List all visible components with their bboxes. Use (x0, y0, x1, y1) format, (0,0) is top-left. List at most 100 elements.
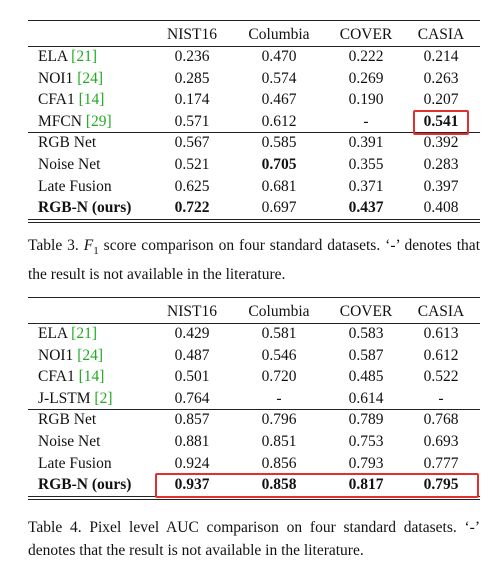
method-name: MFCN [29] (38, 112, 112, 132)
method-label: Late Fusion (38, 177, 112, 195)
caption-text: score comparison on four standard datase… (28, 237, 480, 284)
score-cell: 0.720 (261, 368, 297, 386)
method-name: J-LSTM [2] (38, 389, 113, 409)
score-cell: 0.777 (423, 454, 459, 472)
method-name: NOI1 [24] (38, 346, 103, 366)
column-header: CASIA (417, 26, 465, 43)
table-rule (28, 323, 480, 324)
citation: [2] (94, 389, 113, 407)
method-name: CFA1 [14] (38, 90, 104, 110)
score-cell: 0.856 (261, 454, 297, 472)
citation: [14] (78, 368, 105, 386)
method-label: J-LSTM (38, 389, 91, 407)
score-cell: 0.485 (348, 368, 384, 386)
score-cell: 0.764 (174, 389, 210, 407)
score-cell: 0.681 (261, 177, 297, 195)
highlight-box (155, 473, 479, 499)
method-name: Noise Net (38, 155, 100, 175)
method-label: RGB-N (ours) (38, 199, 132, 217)
table-caption: Table 4. Pixel level AUC comparison on f… (28, 516, 480, 562)
score-cell: 0.614 (348, 389, 384, 407)
column-header: CASIA (417, 303, 465, 320)
score-cell: 0.429 (174, 325, 210, 342)
citation: [24] (77, 69, 104, 87)
method-name: NOI1 [24] (38, 69, 103, 89)
score-cell: 0.612 (261, 112, 297, 130)
method-name: Late Fusion (38, 177, 112, 197)
table-rule (28, 20, 480, 21)
score-cell: 0.222 (348, 48, 384, 65)
score-cell: 0.881 (174, 433, 210, 450)
method-label: RGB-N (ours) (38, 476, 132, 494)
table-rule (28, 132, 480, 133)
caption-text: Pixel level AUC comparison on four stand… (28, 519, 480, 559)
score-cell: 0.583 (348, 325, 384, 342)
table-rule (28, 222, 480, 224)
score-cell: 0.236 (174, 48, 210, 65)
score-cell: 0.924 (174, 454, 210, 472)
score-cell: 0.214 (423, 48, 459, 65)
score-cell: 0.283 (423, 156, 459, 173)
score-cell: 0.789 (348, 411, 384, 429)
score-cell: 0.391 (348, 134, 384, 152)
column-header: NIST16 (167, 303, 217, 320)
score-cell: 0.467 (261, 91, 297, 109)
table-rule (28, 409, 480, 410)
table-rule (28, 219, 480, 221)
citation: [24] (77, 346, 104, 364)
score-cell: 0.612 (423, 346, 459, 364)
method-name: ELA [21] (38, 324, 97, 344)
method-label: CFA1 (38, 368, 75, 386)
score-cell: 0.571 (174, 112, 210, 130)
score-cell: 0.470 (261, 48, 297, 65)
citation: [14] (78, 91, 105, 109)
score-cell: 0.207 (423, 91, 459, 109)
score-cell: 0.705 (261, 156, 297, 173)
score-cell: 0.487 (174, 346, 210, 364)
score-cell: 0.437 (348, 199, 384, 217)
method-name: RGB-N (ours) (38, 475, 131, 495)
method-name: CFA1 [14] (38, 367, 104, 387)
score-cell: - (363, 112, 369, 130)
method-label: CFA1 (38, 91, 75, 109)
score-cell: 0.753 (348, 433, 384, 450)
score-cell: 0.937 (174, 476, 210, 494)
score-cell: 0.693 (423, 433, 459, 450)
score-cell: 0.585 (261, 134, 297, 152)
caption-symbol: F (83, 237, 94, 254)
score-cell: 0.174 (174, 91, 210, 109)
caption-label: Table 4. (28, 519, 82, 536)
score-cell: 0.541 (423, 112, 459, 130)
method-label: Noise Net (38, 433, 101, 450)
method-label: ELA (38, 48, 68, 65)
score-cell: 0.817 (348, 476, 384, 494)
citation: [21] (71, 48, 97, 65)
method-label: RGB Net (38, 134, 97, 152)
score-cell: 0.397 (423, 177, 459, 195)
score-cell: 0.768 (423, 411, 459, 429)
method-name: Late Fusion (38, 454, 112, 474)
table-rule (28, 499, 480, 501)
caption-label: Table 3. (28, 237, 79, 254)
method-label: NOI1 (38, 69, 74, 87)
score-cell: 0.408 (423, 199, 459, 217)
table-rule (28, 46, 480, 47)
column-header: COVER (339, 26, 393, 43)
column-header: NIST16 (167, 26, 217, 43)
score-cell: 0.263 (423, 69, 459, 87)
score-cell: 0.355 (348, 156, 384, 173)
score-cell: 0.625 (174, 177, 210, 195)
method-label: RGB Net (38, 411, 97, 429)
method-label: MFCN (38, 112, 82, 130)
table-rule (28, 297, 480, 298)
citation: [29] (85, 112, 112, 130)
score-cell: 0.567 (174, 134, 210, 152)
score-cell: 0.285 (174, 69, 210, 87)
column-header: COVER (339, 303, 393, 320)
score-cell: 0.522 (423, 368, 459, 386)
citation: [21] (71, 325, 97, 342)
method-name: ELA [21] (38, 47, 97, 67)
score-cell: 0.793 (348, 454, 384, 472)
column-header: Columbia (248, 303, 310, 320)
